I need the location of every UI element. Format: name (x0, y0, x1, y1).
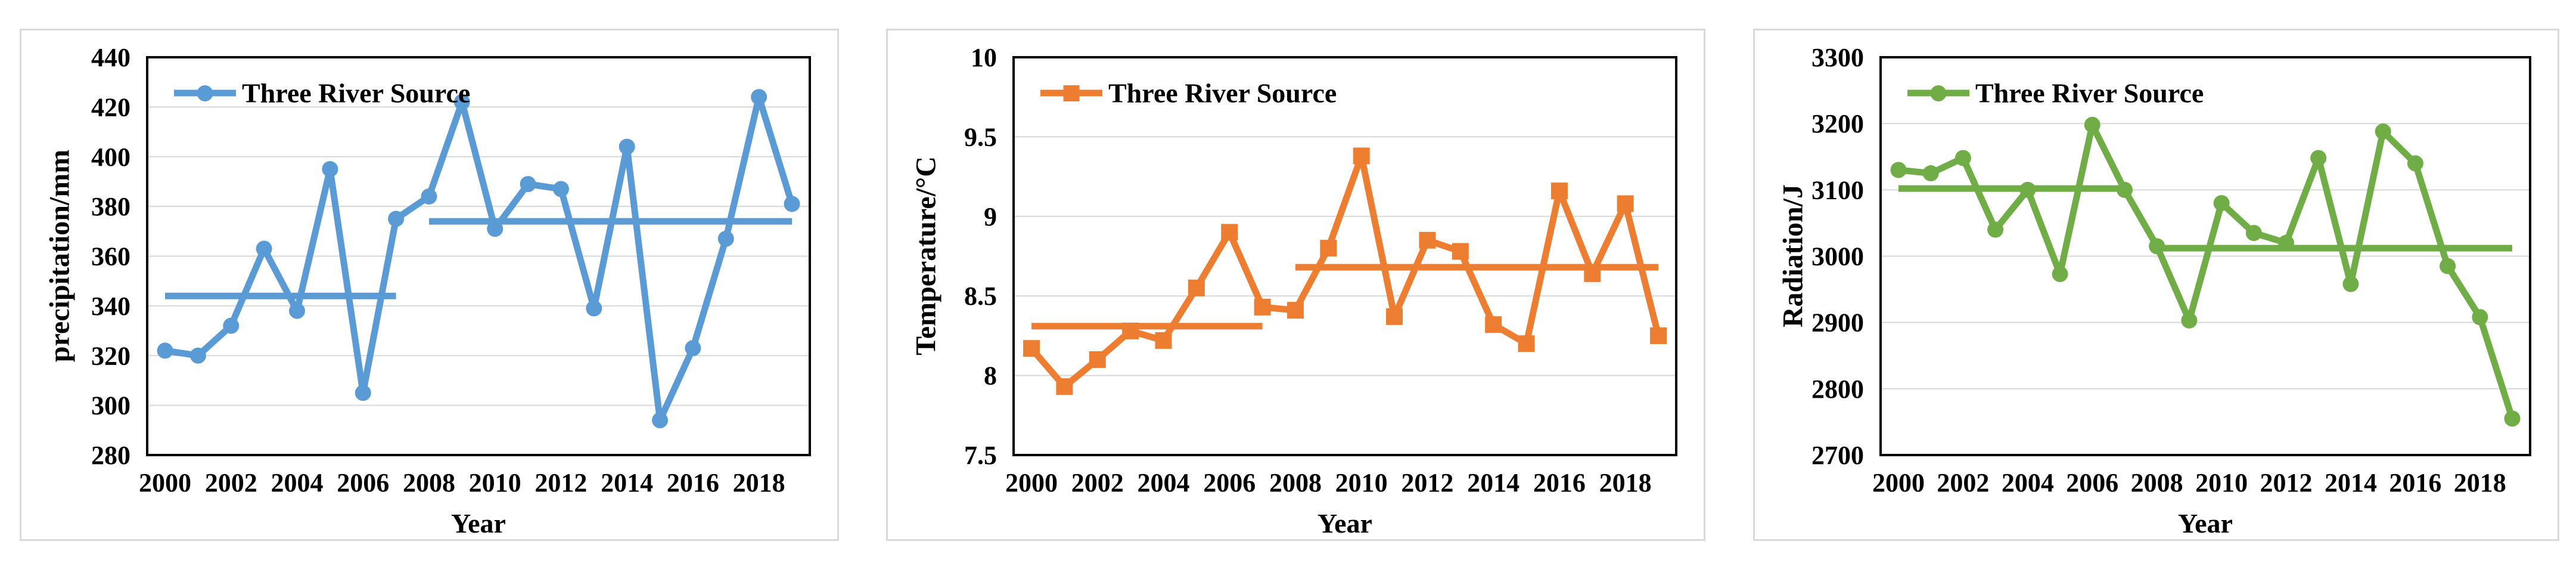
legend-line-swatch (1040, 85, 1102, 101)
svg-text:320: 320 (91, 341, 130, 370)
x-axis-title: Year (2178, 508, 2233, 539)
svg-text:2014: 2014 (601, 468, 653, 497)
svg-text:2700: 2700 (1811, 441, 1864, 470)
svg-text:2016: 2016 (1533, 468, 1586, 497)
radiation-plot: 2700 2800 2900 3000 3100 3200 3300 2000 2002 2004… (1811, 43, 2531, 497)
x-axis-title: Year (451, 508, 506, 539)
svg-text:2006: 2006 (337, 468, 389, 497)
svg-text:2008: 2008 (2131, 468, 2183, 497)
legend-line-swatch (1907, 85, 1969, 101)
precipitation-chart-panel: 280 300 320 340 360 380 400 420 440 2000 2002 2004 2… (20, 29, 839, 541)
svg-text:2016: 2016 (667, 468, 719, 497)
legend-marker-icon (197, 85, 213, 101)
svg-text:2012: 2012 (1401, 468, 1453, 497)
svg-text:2006: 2006 (2066, 468, 2118, 497)
svg-text:9.5: 9.5 (964, 122, 997, 151)
svg-text:2800: 2800 (1811, 375, 1864, 404)
svg-text:2004: 2004 (2002, 468, 2054, 497)
svg-text:440: 440 (91, 43, 130, 72)
svg-text:9: 9 (984, 202, 997, 231)
svg-text:8: 8 (984, 361, 997, 391)
svg-text:3200: 3200 (1811, 109, 1864, 138)
svg-text:2016: 2016 (2389, 468, 2441, 497)
y-axis-title: Temperature/°C (910, 156, 942, 355)
legend-marker-icon (1063, 85, 1080, 101)
legend-label: Three River Source (1108, 78, 1337, 109)
svg-text:7.5: 7.5 (964, 441, 997, 470)
legend: Three River Source (1040, 78, 1337, 109)
legend-label: Three River Source (1975, 78, 2204, 109)
svg-text:420: 420 (91, 92, 130, 122)
svg-text:2008: 2008 (403, 468, 455, 497)
svg-text:2018: 2018 (2454, 468, 2506, 497)
svg-text:2018: 2018 (1599, 468, 1652, 497)
svg-text:2012: 2012 (2260, 468, 2313, 497)
svg-text:2004: 2004 (271, 468, 323, 497)
svg-text:2900: 2900 (1811, 308, 1864, 338)
legend-marker-icon (1930, 85, 1947, 101)
svg-text:380: 380 (91, 192, 130, 221)
svg-text:2000: 2000 (139, 468, 191, 497)
legend: Three River Source (1907, 78, 2204, 109)
y-axis-title: precipitation/mm (43, 149, 76, 363)
svg-text:2002: 2002 (1937, 468, 1989, 497)
svg-text:2002: 2002 (205, 468, 257, 497)
svg-text:360: 360 (91, 242, 130, 271)
svg-text:2010: 2010 (2195, 468, 2248, 497)
svg-text:3000: 3000 (1811, 242, 1864, 271)
svg-text:2018: 2018 (733, 468, 785, 497)
svg-text:3300: 3300 (1811, 43, 1864, 72)
temperature-chart-panel: 7.5 8 8.5 9 9.5 10 2000 2002 2004 2006 2008 2010 201… (886, 29, 1705, 541)
svg-text:3100: 3100 (1811, 175, 1864, 205)
legend-line-swatch (174, 85, 236, 101)
svg-text:8.5: 8.5 (964, 282, 997, 311)
svg-text:2014: 2014 (2325, 468, 2377, 497)
svg-text:300: 300 (91, 391, 130, 420)
svg-text:2012: 2012 (535, 468, 587, 497)
legend: Three River Source (174, 78, 470, 109)
svg-text:2010: 2010 (1335, 468, 1388, 497)
svg-text:2002: 2002 (1071, 468, 1124, 497)
svg-text:340: 340 (91, 292, 130, 321)
svg-text:280: 280 (91, 441, 130, 470)
svg-text:2000: 2000 (1872, 468, 1925, 497)
precipitation-plot: 280 300 320 340 360 380 400 420 440 2000 2002 2004 2… (91, 43, 811, 497)
svg-text:2008: 2008 (1269, 468, 1322, 497)
legend-label: Three River Source (242, 78, 471, 109)
svg-text:10: 10 (971, 43, 997, 72)
svg-text:2006: 2006 (1203, 468, 1256, 497)
x-axis-title: Year (1317, 508, 1372, 539)
svg-text:2010: 2010 (469, 468, 521, 497)
svg-text:400: 400 (91, 143, 130, 172)
radiation-chart-panel: 2700 2800 2900 3000 3100 3200 3300 2000 2002 2004… (1753, 29, 2559, 541)
svg-text:2000: 2000 (1005, 468, 1058, 497)
temperature-plot: 7.5 8 8.5 9 9.5 10 2000 2002 2004 2006 2008 2010 201… (964, 43, 1677, 497)
svg-text:2014: 2014 (1467, 468, 1520, 497)
y-axis-title: Radiation/J (1777, 184, 1809, 328)
svg-text:2004: 2004 (1137, 468, 1189, 497)
